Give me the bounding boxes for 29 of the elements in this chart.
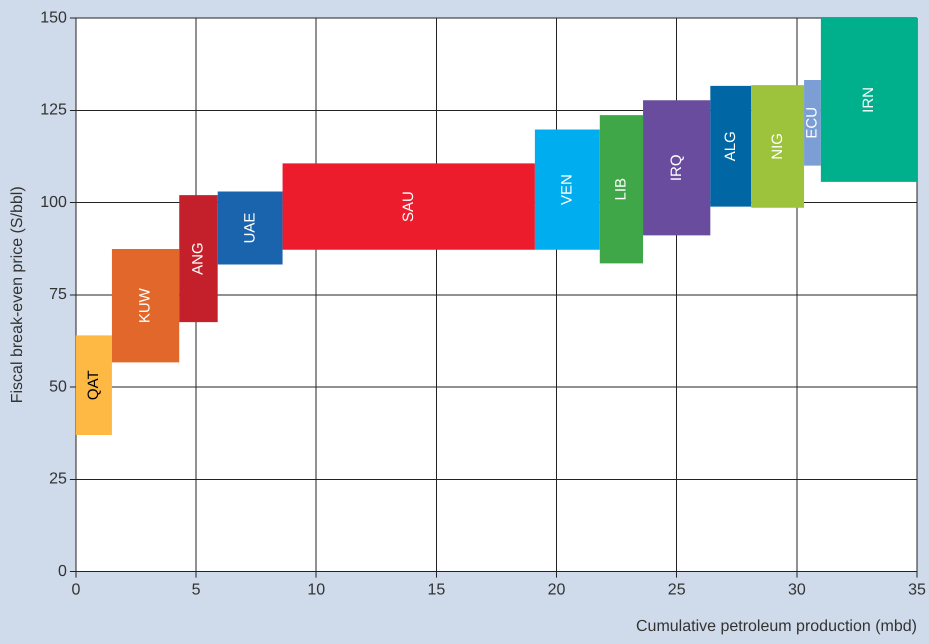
annotation: ANG [190,242,207,275]
y-axis-title: Fiscal break-even price (S/bbl) [9,186,26,404]
y-tick-label: 25 [49,470,67,488]
x-axis-title: Cumulative petroleum production (mbd) [636,618,917,635]
y-tick-label: 100 [40,194,67,211]
annotation: SAU [400,191,417,222]
annotation: ALG [722,131,739,162]
annotation: IRQ [668,154,685,182]
annotation: ECU [804,106,821,139]
y-tick-label: 75 [49,286,67,304]
annotation: KUW [136,287,154,324]
y-tick-label: 150 [40,9,67,26]
x-tick-label: 5 [192,582,201,599]
x-tick-label: 20 [548,582,566,599]
x-tick-label: 25 [668,582,686,599]
annotation: QAT [85,370,102,400]
y-tick-label: 50 [49,378,67,396]
x-tick-label: 15 [427,582,446,599]
x-tick-label: 35 [908,582,926,599]
y-tick-label: 0 [58,563,67,580]
annotation: LIB [612,178,630,201]
annotation: IRN [860,87,878,113]
annotation: UAE [241,212,258,244]
annotation: NIG [768,133,786,160]
annotation: VEN [558,174,576,206]
x-tick-label: 30 [788,582,806,599]
x-tick-label: 0 [71,582,80,599]
x-tick-label: 10 [307,582,326,599]
y-tick-label: 125 [40,102,67,119]
